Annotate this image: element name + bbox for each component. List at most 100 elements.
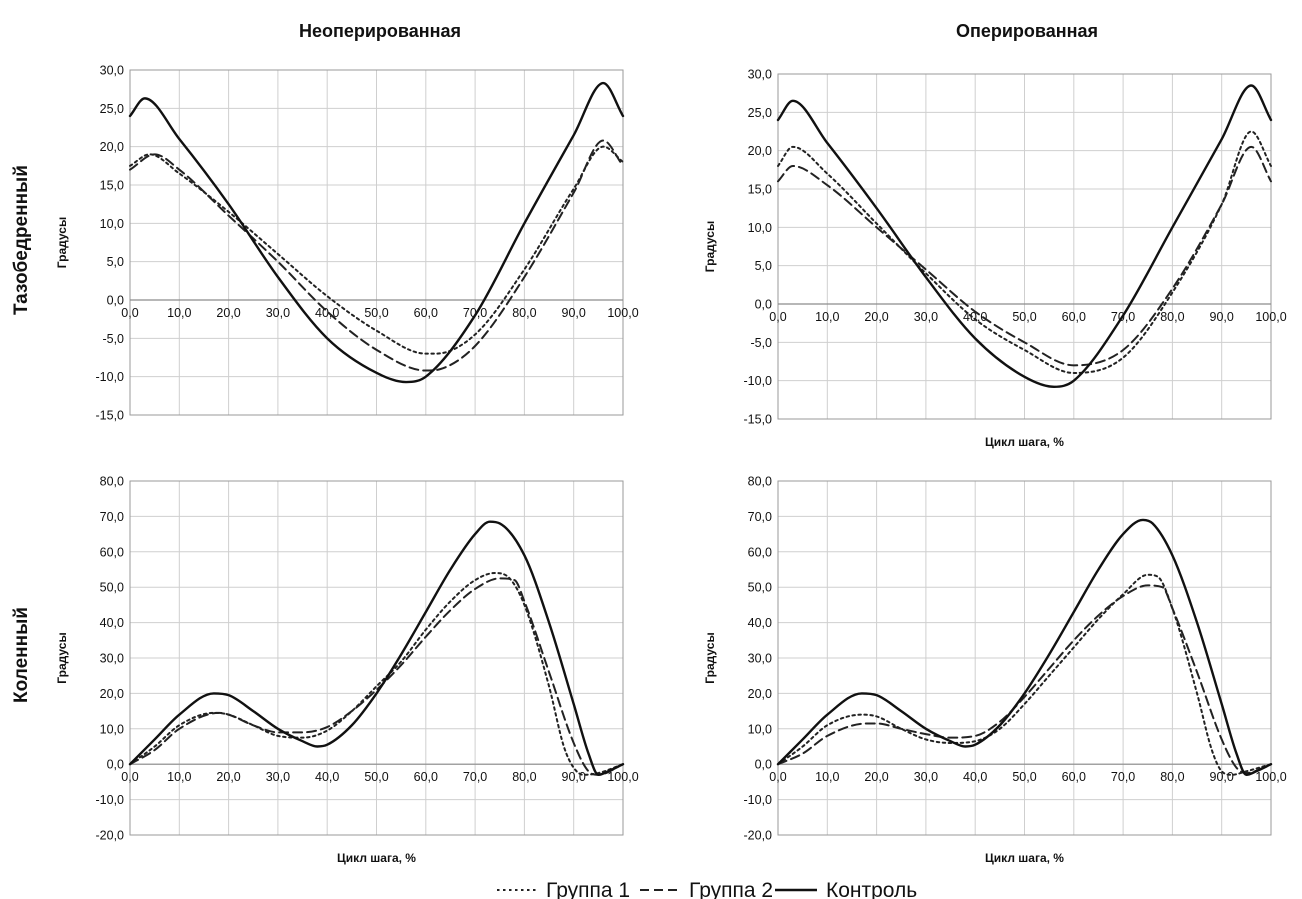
y-tick-label: 0,0 [107, 294, 124, 308]
legend-label-group2: Группа 2 [689, 879, 773, 899]
y-tick-label: 60,0 [748, 545, 772, 559]
y-axis-label: Градусы [703, 221, 717, 272]
plot-frame [777, 480, 1272, 836]
series-line-group1 [129, 145, 624, 355]
y-tick-label: -10,0 [744, 374, 773, 388]
x-tick-label: 30,0 [266, 306, 290, 320]
y-tick-label: 10,0 [748, 221, 772, 235]
y-tick-label: 20,0 [100, 687, 124, 701]
y-tick-label: 5,0 [107, 255, 124, 269]
x-tick-label: 10,0 [815, 310, 839, 324]
y-tick-label: 0,0 [755, 298, 772, 312]
grid [129, 69, 624, 416]
y-axis-label: Градусы [55, 217, 69, 268]
x-tick-label: 40,0 [315, 770, 339, 784]
x-tick-label: 60,0 [1062, 770, 1086, 784]
series-line-control [776, 518, 1273, 777]
series-line-group2 [777, 145, 1272, 367]
y-tick-label: 25,0 [748, 106, 772, 120]
x-tick-label: 80,0 [512, 306, 536, 320]
y-tick-label: 20,0 [748, 144, 772, 158]
y-tick-label: 20,0 [100, 140, 124, 154]
x-tick-label: 10,0 [167, 770, 191, 784]
y-tick-label: 80,0 [100, 475, 124, 489]
x-tick-label: 100,0 [607, 770, 638, 784]
x-tick-label: 0,0 [121, 306, 138, 320]
y-tick-label: 10,0 [100, 217, 124, 231]
x-tick-label: 100,0 [1255, 770, 1286, 784]
x-tick-label: 80,0 [512, 770, 536, 784]
x-tick-label: 70,0 [463, 770, 487, 784]
x-axis-label: Цикл шага, % [337, 851, 416, 865]
y-tick-label: -20,0 [744, 829, 773, 843]
y-tick-label: 70,0 [748, 510, 772, 524]
x-tick-label: 20,0 [864, 770, 888, 784]
x-tick-label: 30,0 [914, 770, 938, 784]
x-tick-label: 60,0 [1062, 310, 1086, 324]
x-tick-label: 20,0 [216, 770, 240, 784]
panel-knee-nonoperated: 80,0 70,0 60,0 50,0 40,0 30,0 20,0 10,0 0,0 -10,0… [55, 475, 639, 866]
y-tick-label: 0,0 [755, 758, 772, 772]
x-tick-label: 50,0 [1012, 770, 1036, 784]
y-tick-label: 15,0 [748, 183, 772, 197]
panel-hip-nonoperated: 30,0 25,0 20,0 15,0 10,0 5,0 0,0 -5,0 -10,0 -15,0… [55, 64, 639, 423]
y-tick-label: 0,0 [107, 758, 124, 772]
y-tick-label: 30,0 [748, 652, 772, 666]
x-tick-label: 30,0 [914, 310, 938, 324]
y-tick-label: -15,0 [744, 413, 773, 427]
x-tick-label: 80,0 [1160, 310, 1184, 324]
y-axis-label: Градусы [703, 632, 717, 683]
x-tick-label: 20,0 [216, 306, 240, 320]
y-tick-label: 50,0 [748, 581, 772, 595]
panel-hip-operated: 30,0 25,0 20,0 15,0 10,0 5,0 0,0 -5,0 -10,0 -15,0… [703, 68, 1287, 450]
y-axis-label: Градусы [55, 632, 69, 683]
y-tick-label: -5,0 [750, 336, 772, 350]
y-tick-label: 40,0 [100, 616, 124, 630]
y-tick-label: 60,0 [100, 545, 124, 559]
x-tick-label: 100,0 [607, 306, 638, 320]
y-tick-label: -10,0 [96, 370, 125, 384]
y-tick-label: -5,0 [102, 332, 124, 346]
series-line-control [128, 520, 625, 777]
row-label-knee: Коленный [11, 607, 32, 703]
plot-frame [129, 69, 624, 416]
legend-label-control: Контроль [826, 879, 917, 899]
x-tick-label: 0,0 [769, 310, 786, 324]
row-label-hip: Тазобедренный [11, 165, 32, 315]
x-tick-label: 90,0 [1210, 310, 1234, 324]
x-tick-label: 80,0 [1160, 770, 1184, 784]
legend: Группа 1 Группа 2 Контроль [497, 879, 917, 899]
x-axis-label: Цикл шага, % [985, 851, 1064, 865]
y-tick-label: 40,0 [748, 616, 772, 630]
panel-knee-operated: 80,0 70,0 60,0 50,0 40,0 30,0 20,0 10,0 0,0 -10,0… [703, 475, 1287, 866]
y-tick-label: 50,0 [100, 581, 124, 595]
y-tick-label: 5,0 [755, 259, 772, 273]
y-tick-label: -10,0 [96, 793, 125, 807]
x-tick-label: 100,0 [1255, 310, 1286, 324]
x-tick-label: 10,0 [815, 770, 839, 784]
x-tick-label: 0,0 [121, 770, 138, 784]
y-tick-label: 30,0 [748, 68, 772, 82]
x-axis-label: Цикл шага, % [985, 435, 1064, 449]
x-tick-label: 90,0 [562, 306, 586, 320]
y-tick-label: -15,0 [96, 409, 125, 423]
x-tick-label: 40,0 [963, 310, 987, 324]
x-tick-label: 0,0 [769, 770, 786, 784]
plot-frame [777, 73, 1272, 420]
column-title-operated: Оперированная [956, 21, 1098, 41]
series-line-group2 [777, 584, 1272, 775]
grid [777, 73, 1272, 420]
x-tick-label: 50,0 [364, 306, 388, 320]
y-tick-label: -20,0 [96, 829, 125, 843]
plot-frame [129, 480, 624, 836]
y-tick-label: 70,0 [100, 510, 124, 524]
x-tick-label: 30,0 [266, 770, 290, 784]
y-tick-label: 10,0 [748, 722, 772, 736]
x-tick-label: 50,0 [364, 770, 388, 784]
x-tick-label: 60,0 [414, 306, 438, 320]
y-tick-label: 10,0 [100, 722, 124, 736]
x-tick-label: 70,0 [463, 306, 487, 320]
column-title-nonoperated: Неоперированная [299, 21, 461, 41]
x-tick-label: 70,0 [1111, 770, 1135, 784]
